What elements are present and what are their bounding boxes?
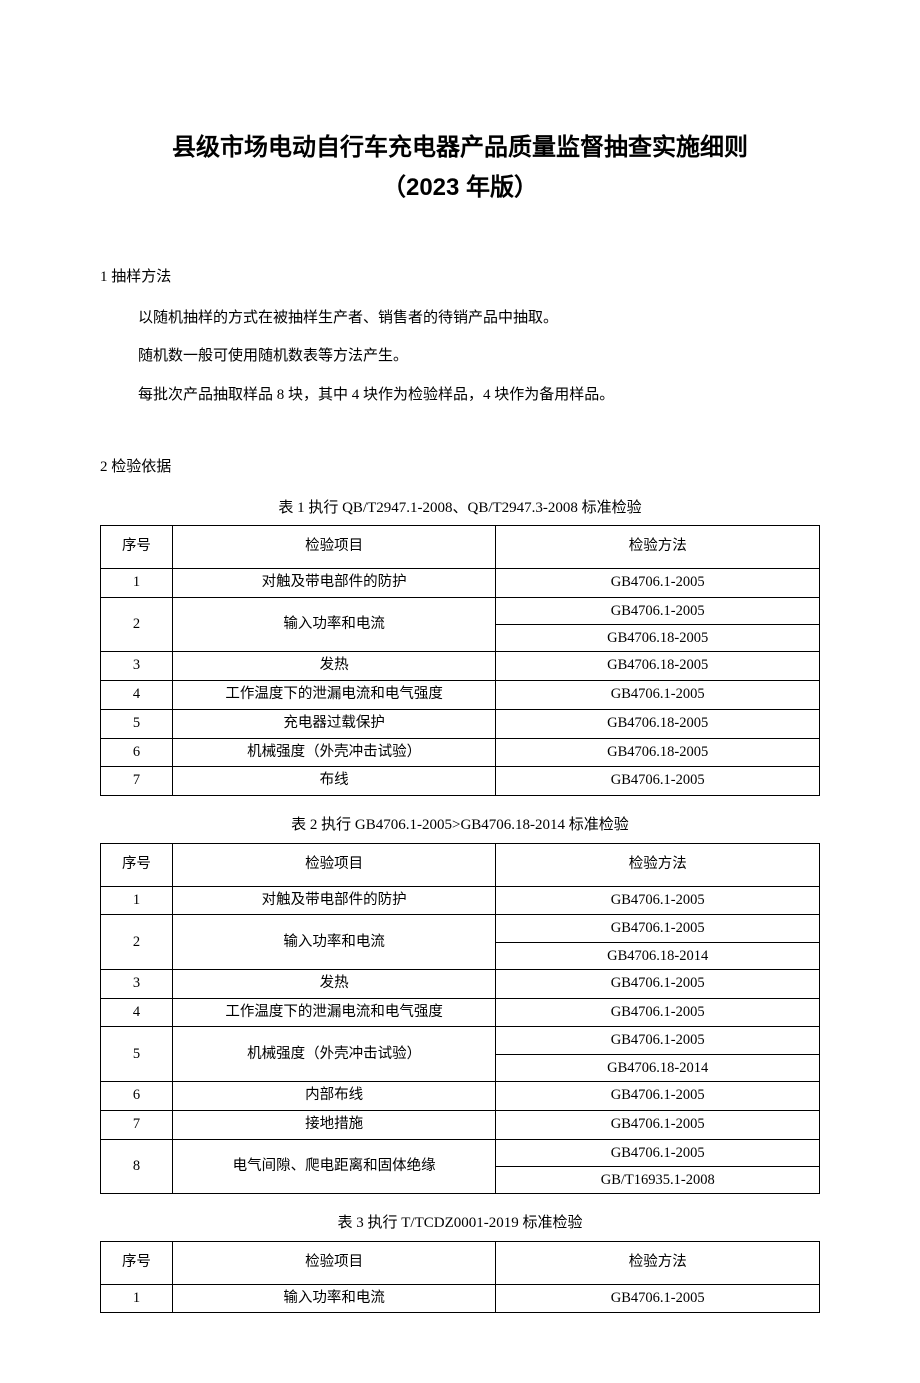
table-3-caption: 表 3 执行 T/TCDZ0001-2019 标准检验: [100, 1212, 820, 1235]
table-cell-num: 6: [101, 1082, 173, 1111]
table-3: 序号 检验项目 检验方法 1输入功率和电流GB4706.1-2005: [100, 1241, 820, 1314]
table-header-method: 检验方法: [496, 1241, 820, 1284]
table-cell-num: 3: [101, 969, 173, 998]
table-cell-method: GB4706.1-2005: [496, 1027, 820, 1054]
table-cell-method: GB4706.18-2005: [496, 625, 820, 652]
section-1-para-1: 以随机抽样的方式在被抽样生产者、销售者的待销产品中抽取。: [100, 307, 820, 330]
table-cell-method: GB4706.1-2005: [496, 597, 820, 624]
table-cell-method: GB4706.1-2005: [496, 1139, 820, 1166]
table-cell-item: 输入功率和电流: [172, 1284, 496, 1313]
table-cell-method: GB4706.1-2005: [496, 681, 820, 710]
table-cell-item: 接地措施: [172, 1110, 496, 1139]
table-cell-num: 1: [101, 1284, 173, 1313]
table-cell-method: GB4706.18-2005: [496, 738, 820, 767]
table-cell-method: GB4706.1-2005: [496, 1110, 820, 1139]
table-header-method: 检验方法: [496, 526, 820, 569]
table-cell-method: GB4706.1-2005: [496, 767, 820, 796]
table-1-caption: 表 1 执行 QB/T2947.1-2008、QB/T2947.3-2008 标…: [100, 497, 820, 520]
table-cell-item: 输入功率和电流: [172, 597, 496, 652]
table-cell-item: 输入功率和电流: [172, 915, 496, 970]
table-cell-num: 1: [101, 886, 173, 915]
table-cell-num: 4: [101, 681, 173, 710]
table-cell-item: 电气间隙、爬电距离和固体绝缘: [172, 1139, 496, 1194]
section-2-heading: 2 检验依据: [100, 456, 820, 479]
table-cell-item: 对触及带电部件的防护: [172, 569, 496, 598]
table-cell-method: GB4706.18-2014: [496, 1054, 820, 1081]
table-2: 序号 检验项目 检验方法 1对触及带电部件的防护GB4706.1-20052输入…: [100, 843, 820, 1195]
table-header-item: 检验项目: [172, 843, 496, 886]
table-header-num: 序号: [101, 1241, 173, 1284]
table-cell-method: GB4706.1-2005: [496, 1284, 820, 1313]
table-cell-num: 6: [101, 738, 173, 767]
table-cell-item: 对触及带电部件的防护: [172, 886, 496, 915]
table-cell-item: 机械强度（外壳冲击试验）: [172, 738, 496, 767]
table-cell-num: 3: [101, 652, 173, 681]
table-cell-item: 工作温度下的泄漏电流和电气强度: [172, 681, 496, 710]
table-cell-item: 机械强度（外壳冲击试验）: [172, 1027, 496, 1082]
table-cell-method: GB4706.1-2005: [496, 969, 820, 998]
table-header-item: 检验项目: [172, 526, 496, 569]
table-header-item: 检验项目: [172, 1241, 496, 1284]
table-cell-item: 发热: [172, 969, 496, 998]
table-cell-num: 8: [101, 1139, 173, 1194]
table-cell-method: GB4706.1-2005: [496, 886, 820, 915]
table-cell-method: GB4706.1-2005: [496, 1082, 820, 1111]
table-cell-item: 发热: [172, 652, 496, 681]
page-subtitle: （2023 年版）: [100, 170, 820, 206]
table-cell-num: 4: [101, 998, 173, 1027]
table-1: 序号 检验项目 检验方法 1对触及带电部件的防护GB4706.1-20052输入…: [100, 525, 820, 796]
section-1-heading: 1 抽样方法: [100, 266, 820, 289]
table-cell-method: GB4706.1-2005: [496, 998, 820, 1027]
table-cell-num: 5: [101, 1027, 173, 1082]
table-header-num: 序号: [101, 843, 173, 886]
section-1-para-2: 随机数一般可使用随机数表等方法产生。: [100, 345, 820, 368]
table-cell-num: 5: [101, 709, 173, 738]
table-cell-method: GB4706.18-2014: [496, 942, 820, 969]
table-cell-method: GB4706.18-2005: [496, 709, 820, 738]
table-cell-num: 7: [101, 1110, 173, 1139]
table-cell-method: GB4706.18-2005: [496, 652, 820, 681]
table-cell-num: 2: [101, 597, 173, 652]
table-cell-item: 内部布线: [172, 1082, 496, 1111]
table-cell-method: GB/T16935.1-2008: [496, 1166, 820, 1193]
table-cell-num: 2: [101, 915, 173, 970]
page-title: 县级市场电动自行车充电器产品质量监督抽查实施细则: [100, 130, 820, 166]
table-cell-item: 工作温度下的泄漏电流和电气强度: [172, 998, 496, 1027]
table-cell-method: GB4706.1-2005: [496, 915, 820, 942]
table-header-method: 检验方法: [496, 843, 820, 886]
table-cell-item: 布线: [172, 767, 496, 796]
table-2-caption: 表 2 执行 GB4706.1-2005>GB4706.18-2014 标准检验: [100, 814, 820, 837]
table-cell-num: 7: [101, 767, 173, 796]
section-1-para-3: 每批次产品抽取样品 8 块，其中 4 块作为检验样品，4 块作为备用样品。: [100, 384, 820, 407]
table-header-num: 序号: [101, 526, 173, 569]
table-cell-item: 充电器过载保护: [172, 709, 496, 738]
table-cell-method: GB4706.1-2005: [496, 569, 820, 598]
table-cell-num: 1: [101, 569, 173, 598]
